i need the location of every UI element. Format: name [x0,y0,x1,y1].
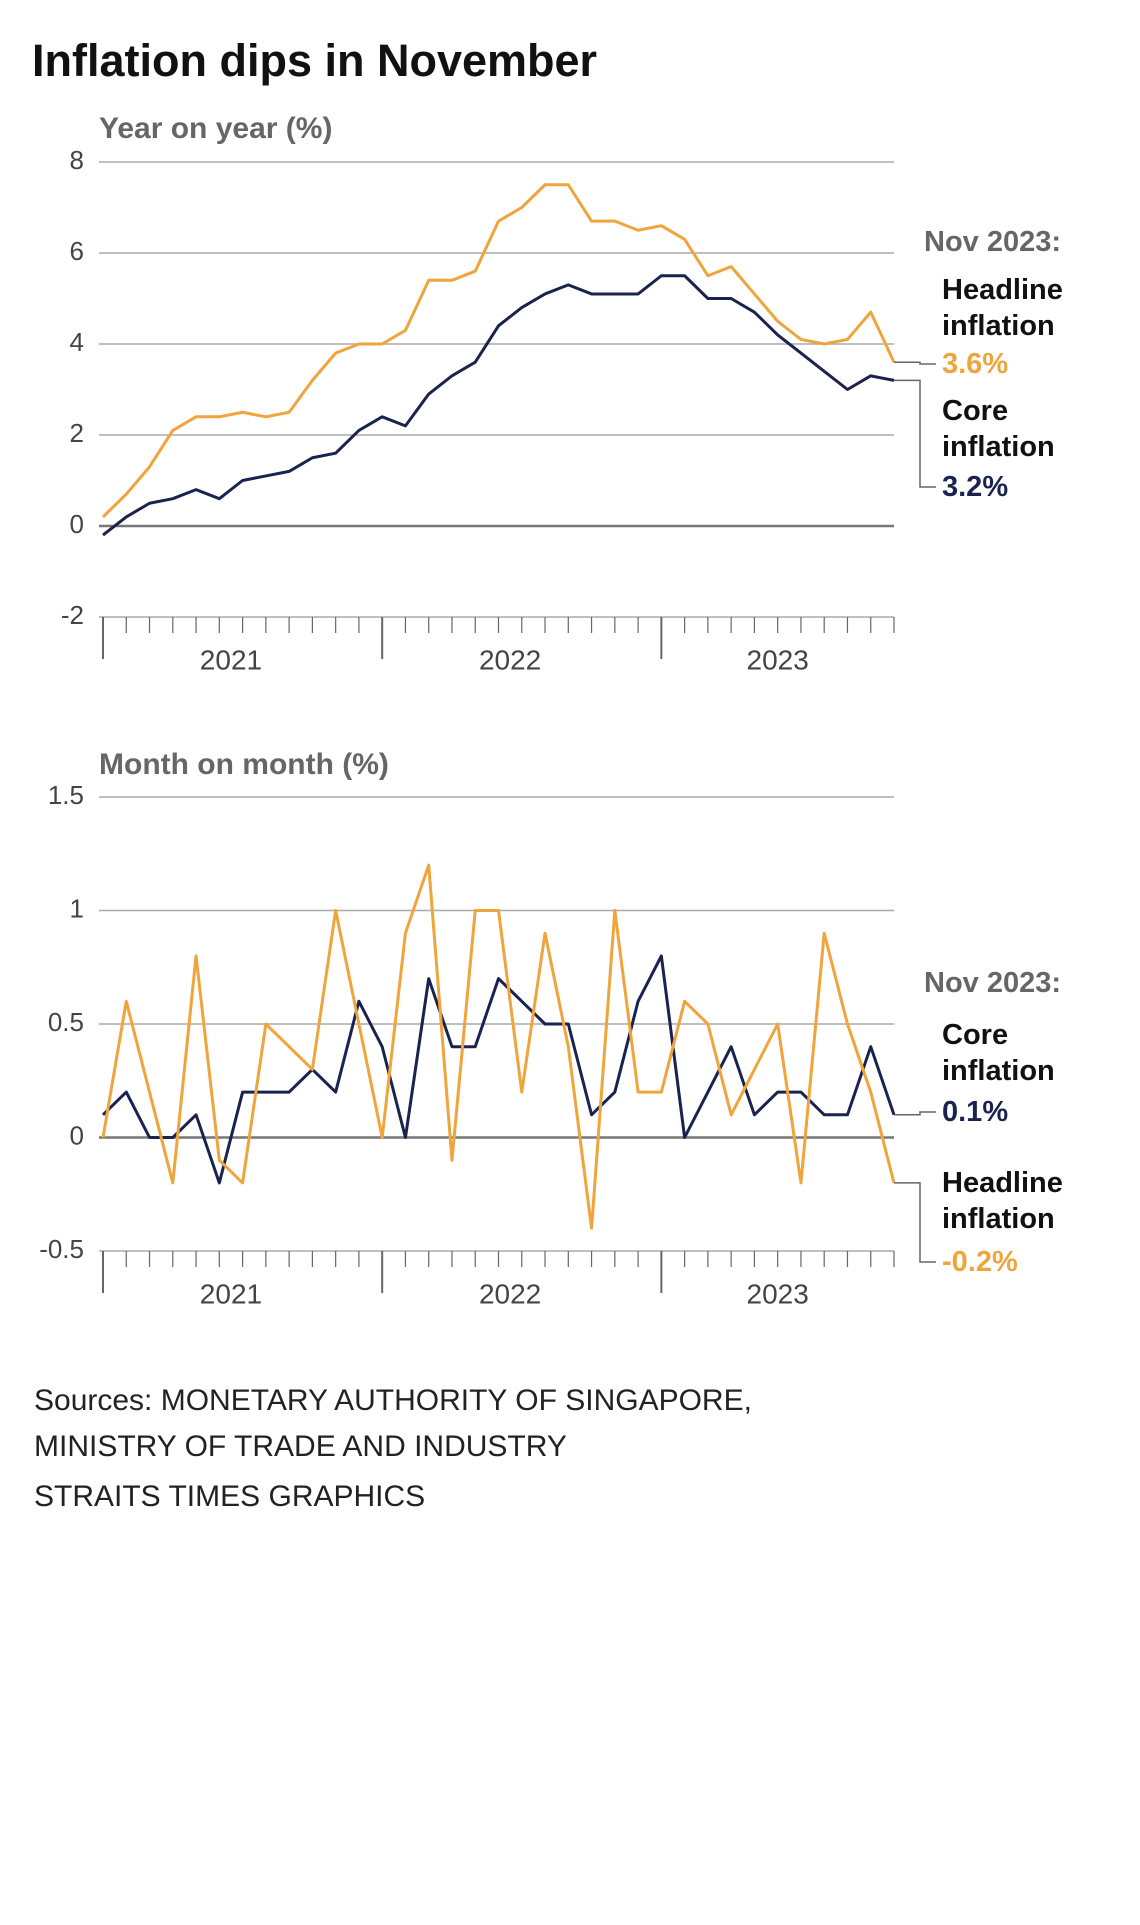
connector [894,1182,936,1263]
y-tick-label: -2 [61,600,84,630]
x-tick-label: 2022 [479,1278,541,1309]
annotation-title: Nov 2023: [924,226,1062,258]
y-tick-label: 2 [70,418,84,448]
y-tick-label: 1.5 [48,780,84,810]
value-label: 0.1% [942,1096,1009,1128]
y-tick-label: 0 [70,1120,84,1150]
x-tick-label: 2021 [200,1278,262,1309]
connector [894,1111,936,1116]
series-label: Core inflation [942,395,1055,463]
value-label: 3.6% [942,348,1009,380]
value-label: 3.2% [942,471,1009,503]
line-series [101,183,896,518]
y-tick-label: 6 [70,236,84,266]
axis-label: Year on year (%) [99,112,332,145]
y-tick-label: 1 [70,893,84,923]
axis-label: Month on month (%) [99,748,389,781]
line-series [102,274,895,537]
y-tick-label: 8 [70,145,84,175]
annotation-title: Nov 2023: [924,967,1062,999]
series-label: Core inflation [942,1019,1055,1087]
x-tick-label: 2022 [479,644,541,675]
line-series [101,954,896,1185]
y-tick-label: 0.5 [48,1007,84,1037]
y-tick-label: 4 [70,327,84,357]
y-tick-label: 0 [70,509,84,539]
source: MINISTRY OF TRADE AND INDUSTRY [34,1430,567,1463]
series-label: Headline inflation [942,1167,1063,1235]
source: Sources: MONETARY AUTHORITY OF SINGAPORE… [34,1384,752,1417]
connector [894,361,936,365]
line-series [101,863,896,1230]
source: STRAITS TIMES GRAPHICS [34,1480,426,1513]
connector [894,379,936,488]
chart-title: Inflation dips in November [32,35,597,86]
x-tick-label: 2021 [200,644,262,675]
y-tick-label: -0.5 [39,1234,84,1264]
x-tick-label: 2023 [747,644,809,675]
series-label: Headline inflation [942,274,1063,342]
x-tick-label: 2023 [747,1278,809,1309]
value-label: -0.2% [942,1246,1018,1278]
